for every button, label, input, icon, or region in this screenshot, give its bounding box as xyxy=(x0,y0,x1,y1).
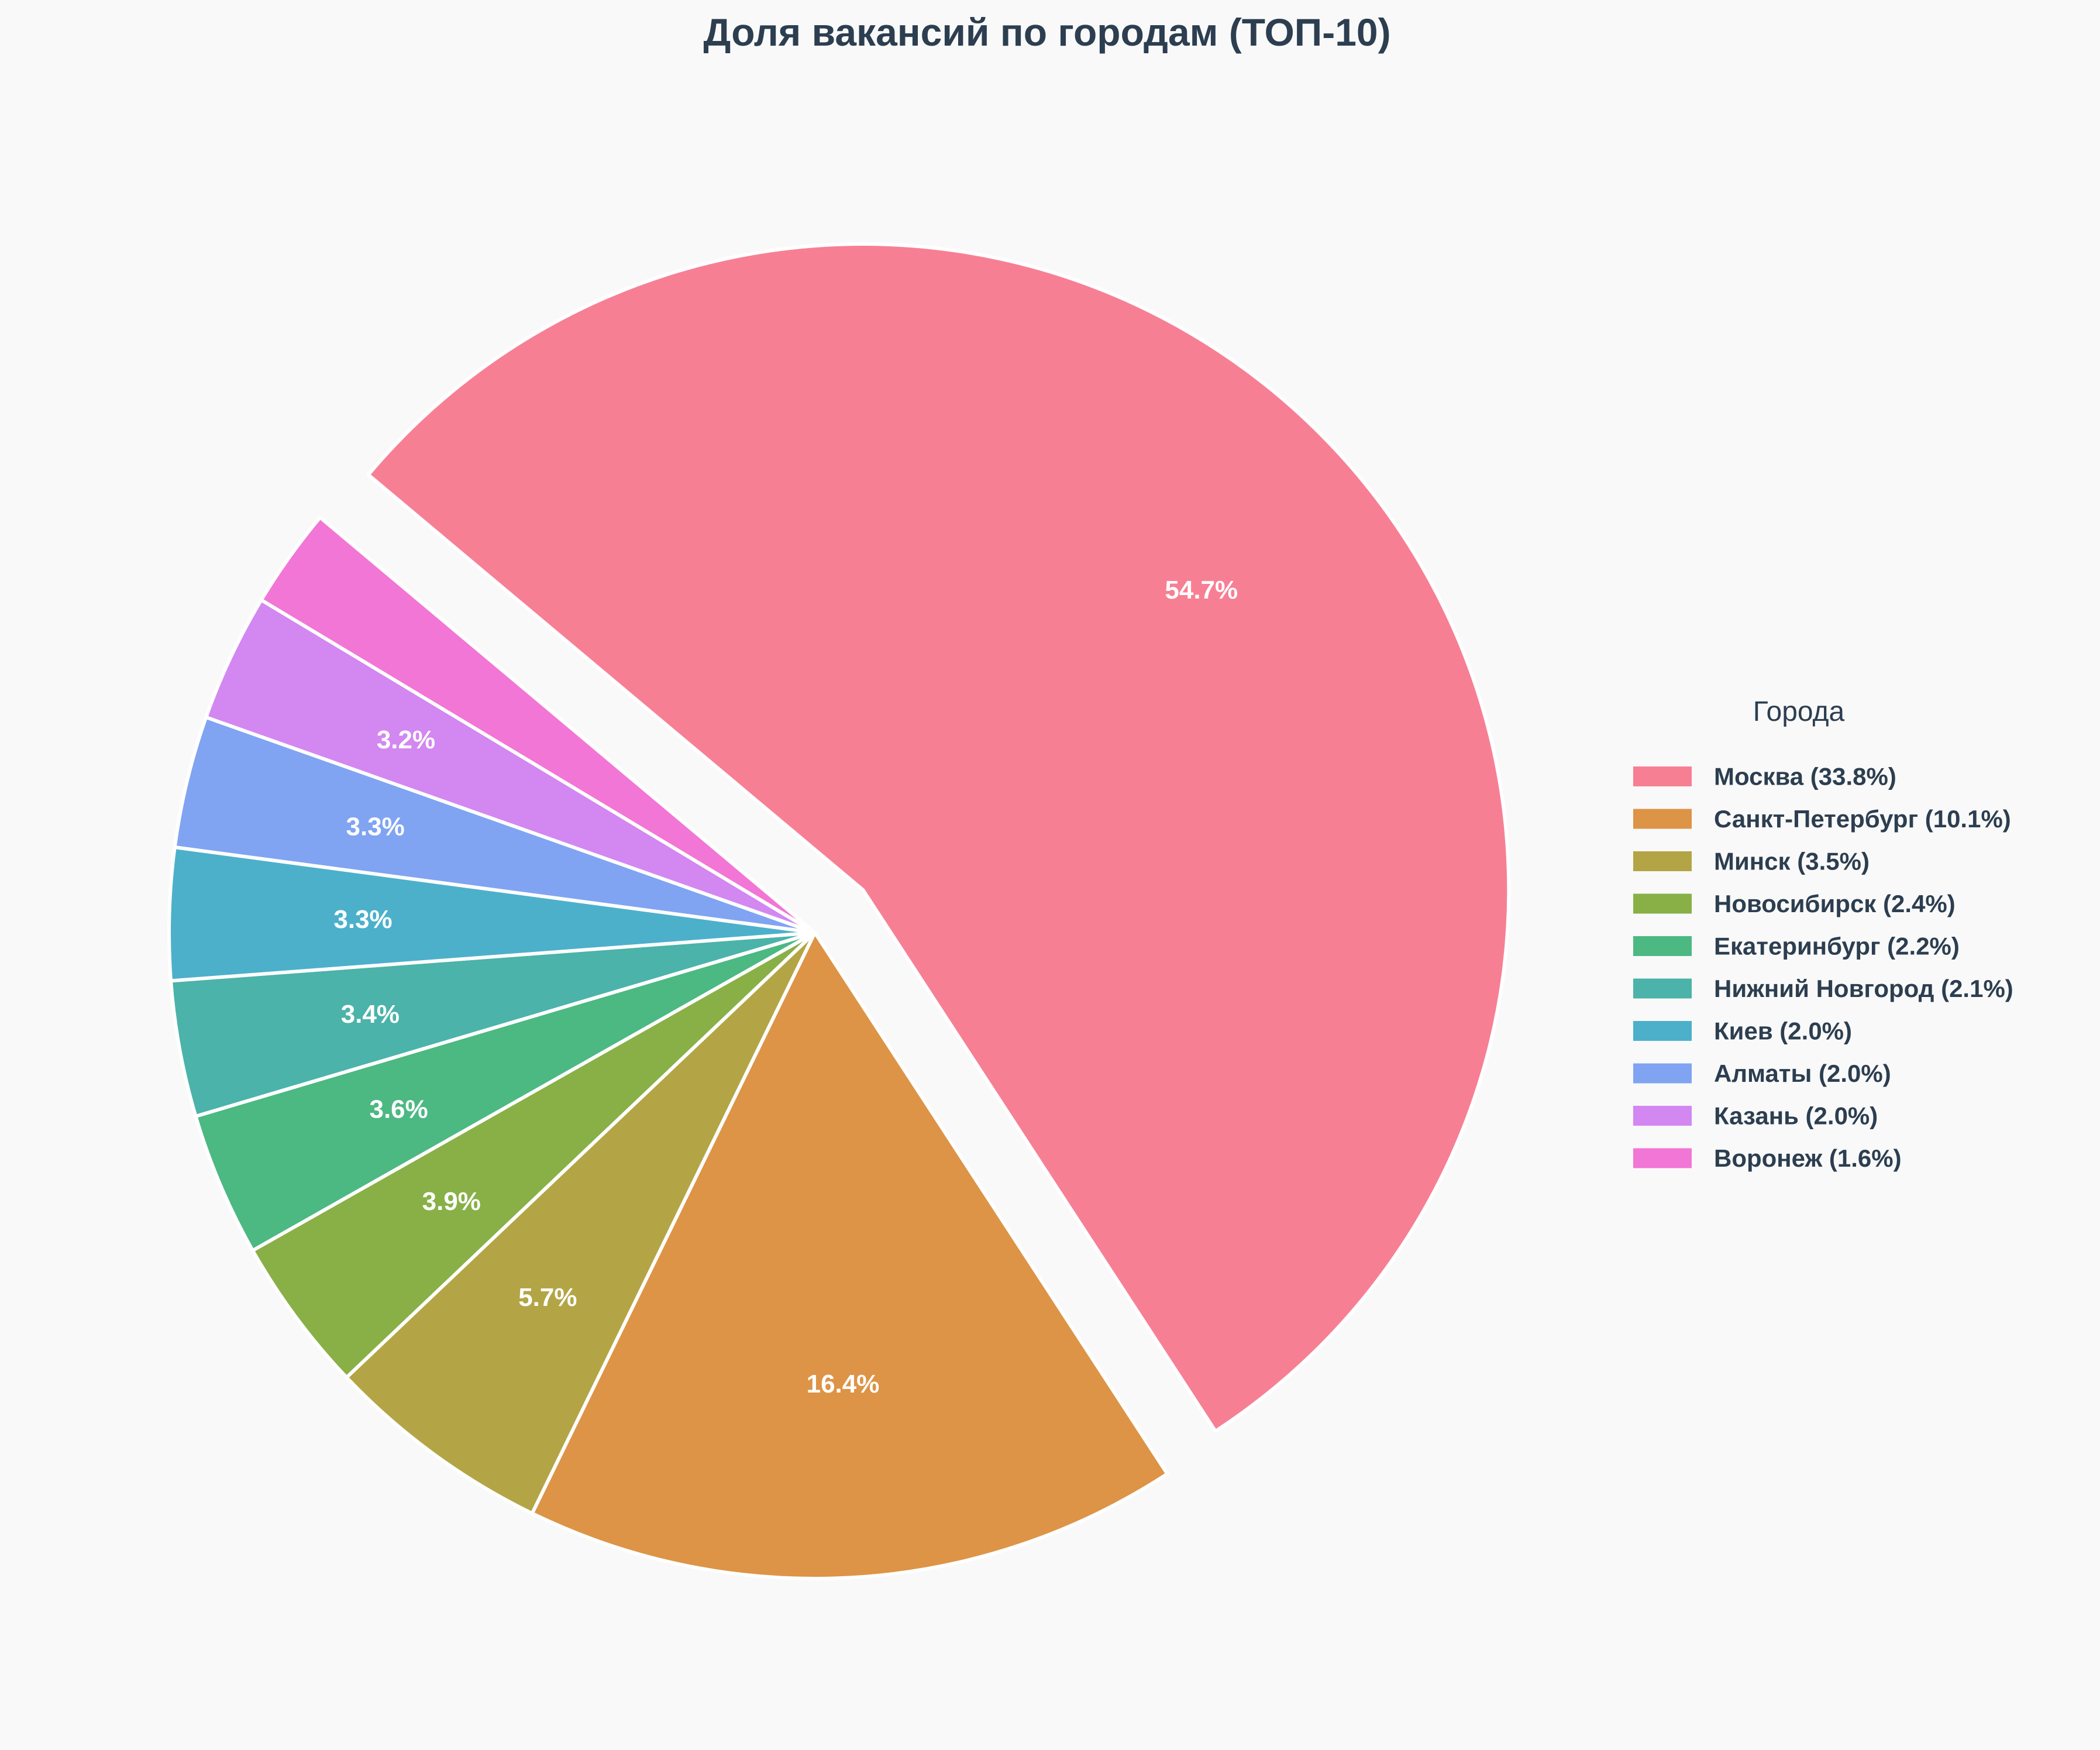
slice-percent-label: 16.4% xyxy=(807,1370,880,1398)
slice-percent-label: 3.3% xyxy=(346,813,405,841)
pie-slice-2 xyxy=(530,931,1169,1580)
legend: Города Москва (33.8%) Санкт-Петербург (10… xyxy=(1633,696,2013,1172)
slice-percent-label: 3.9% xyxy=(422,1187,481,1216)
legend-swatch xyxy=(1633,1021,1692,1041)
legend-item-label: Минск (3.5%) xyxy=(1714,848,1870,875)
pie-slices xyxy=(167,242,1511,1580)
legend-swatch xyxy=(1633,1063,1692,1084)
slice-percent-label: 5.7% xyxy=(518,1283,577,1312)
legend-swatch xyxy=(1633,851,1692,871)
legend-swatch xyxy=(1633,809,1692,829)
legend-swatch xyxy=(1633,766,1692,786)
legend-item-label: Воронеж (1.6%) xyxy=(1714,1144,1902,1172)
pie-percent-labels: 54.7% 16.4% 5.7% 3.9% 3.6% 3.4% 3.3% 3.3% 3.2% xyxy=(333,576,1238,1398)
pie-slice-4 xyxy=(250,931,817,1380)
pie-slice-8 xyxy=(173,715,817,934)
legend-swatch xyxy=(1633,893,1692,914)
pie-slice-9 xyxy=(204,598,817,934)
legend-title: Города xyxy=(1753,696,1845,727)
legend-item-label: Нижний Новгород (2.1%) xyxy=(1714,975,2013,1002)
legend-item-label: Санкт-Петербург (10.1%) xyxy=(1714,805,2011,833)
legend-item-label: Екатеринбург (2.2%) xyxy=(1714,933,1960,960)
pie-slice-7 xyxy=(167,845,817,983)
legend-item-label: Алматы (2.0%) xyxy=(1714,1060,1891,1087)
legend-item-label: Новосибирск (2.4%) xyxy=(1714,890,1956,917)
pie-slice-6 xyxy=(169,931,817,1118)
slice-percent-label: 3.3% xyxy=(333,905,392,934)
chart-title: Доля вакансий по городам (ТОП-10) xyxy=(703,11,1390,54)
pie-slice-3 xyxy=(345,931,817,1515)
legend-swatch xyxy=(1633,1148,1692,1168)
legend-swatch xyxy=(1633,1106,1692,1126)
slice-percent-label: 3.6% xyxy=(369,1095,428,1123)
slice-percent-label: 3.2% xyxy=(377,726,435,754)
legend-item-label: Москва (33.8%) xyxy=(1714,763,1896,790)
slice-percent-label: 54.7% xyxy=(1165,576,1238,604)
pie-slice-10 xyxy=(259,515,817,934)
pie-slice-5 xyxy=(194,931,817,1253)
legend-swatch xyxy=(1633,978,1692,999)
legend-items: Москва (33.8%) Санкт-Петербург (10.1%) Мин… xyxy=(1633,763,2013,1172)
pie-slice-1 xyxy=(366,242,1511,1433)
legend-item-label: Казань (2.0%) xyxy=(1714,1102,1878,1130)
slice-percent-label: 3.4% xyxy=(341,1000,400,1029)
legend-item-label: Киев (2.0%) xyxy=(1714,1017,1852,1045)
legend-swatch xyxy=(1633,936,1692,956)
